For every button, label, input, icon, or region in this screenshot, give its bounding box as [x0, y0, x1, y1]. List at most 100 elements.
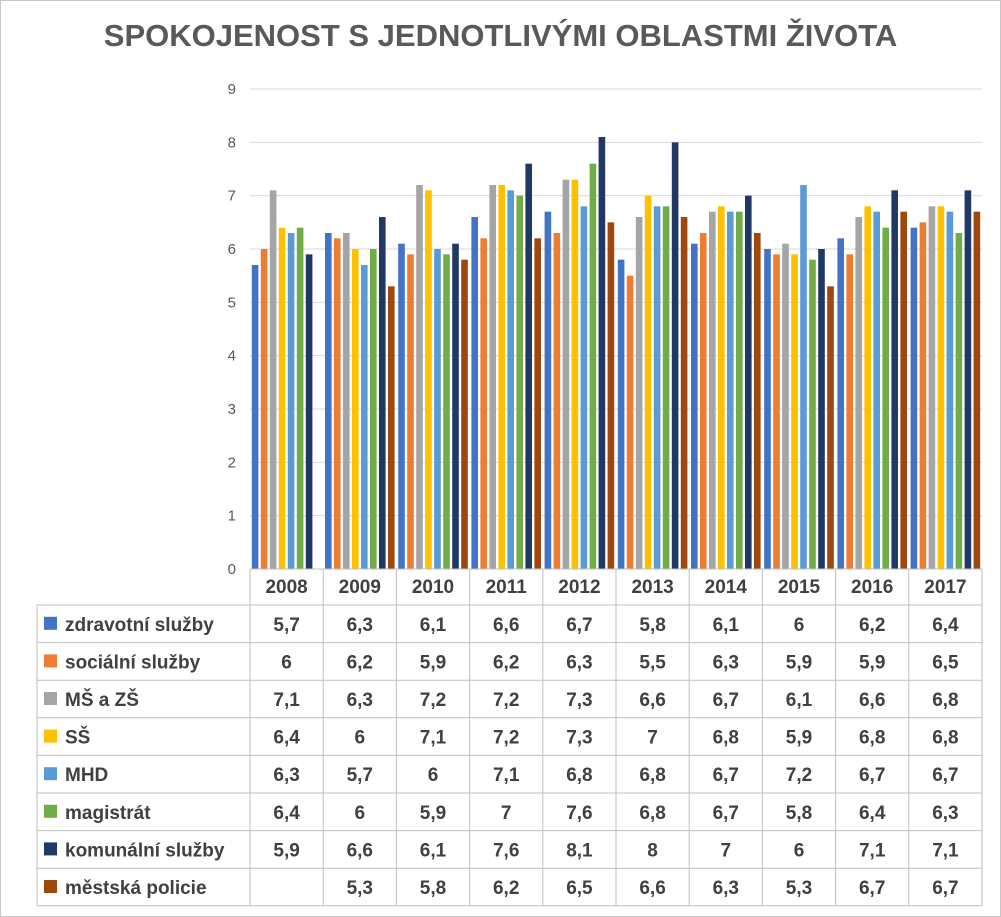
data-value: 7,1 [493, 765, 520, 786]
bar [644, 195, 652, 569]
data-value: 6,3 [713, 878, 739, 899]
legend-label: komunální služby [65, 840, 225, 861]
data-value: 5,9 [420, 803, 446, 824]
bar [571, 179, 579, 569]
data-value: 6,8 [713, 728, 739, 749]
bar [818, 249, 825, 569]
bar [791, 254, 798, 570]
data-value: 5,9 [859, 652, 885, 673]
bar [973, 211, 981, 569]
data-value: 6,7 [859, 765, 885, 786]
y-tick-label: 4 [228, 348, 236, 365]
x-tick-label: 2012 [558, 577, 600, 598]
bar [379, 217, 386, 569]
bar [937, 206, 945, 570]
bar [461, 259, 468, 569]
bar [662, 206, 670, 570]
bar [964, 190, 972, 570]
bar [407, 254, 414, 570]
bar [305, 254, 313, 570]
data-value: 6,4 [273, 803, 300, 824]
data-value: 6 [355, 728, 366, 749]
data-value: 6,8 [566, 765, 592, 786]
bar [764, 249, 771, 569]
bar [709, 211, 716, 569]
data-value: 8,1 [566, 840, 593, 861]
bar [882, 227, 889, 569]
data-value: 6,7 [932, 878, 958, 899]
bar [334, 238, 341, 570]
data-value: 6,8 [639, 765, 665, 786]
y-tick-label: 7 [228, 188, 236, 205]
bar [544, 211, 552, 569]
bar [671, 142, 679, 570]
data-value: 7,2 [493, 690, 519, 711]
data-value: 6,5 [932, 652, 959, 673]
x-tick-label: 2015 [778, 577, 821, 598]
bar [516, 195, 523, 569]
data-value: 6,7 [713, 765, 739, 786]
data-value: 6,8 [932, 690, 958, 711]
bar [855, 217, 862, 569]
y-tick-label: 2 [228, 454, 236, 471]
data-value: 6,3 [347, 690, 373, 711]
data-value: 7,6 [566, 803, 592, 824]
legend-label: MŠ a ZŠ [65, 689, 139, 711]
bar [534, 238, 541, 570]
bar [626, 275, 634, 569]
bar [525, 163, 532, 569]
data-value: 6,8 [859, 728, 885, 749]
legend-swatch [44, 616, 57, 630]
data-value: 6,6 [347, 840, 373, 861]
y-tick-label: 6 [228, 241, 236, 258]
data-value: 6,7 [859, 878, 885, 899]
x-tick-label: 2011 [486, 577, 528, 598]
data-value: 7,1 [420, 728, 447, 749]
data-value: 6 [794, 840, 805, 861]
legend-swatch [44, 692, 57, 705]
bar [278, 227, 286, 569]
legend-label: sociální služby [65, 652, 201, 673]
bar [809, 259, 816, 569]
data-value: 6,3 [347, 615, 373, 636]
y-tick-label: 9 [228, 81, 236, 98]
data-value: 6,1 [420, 840, 447, 861]
bar [489, 185, 496, 569]
bar [607, 222, 615, 570]
data-value: 6,1 [713, 615, 740, 636]
bar [700, 233, 707, 569]
bar [873, 211, 880, 569]
bar [846, 254, 853, 570]
bar [635, 217, 643, 569]
y-tick-label: 3 [228, 401, 236, 418]
data-value: 6 [794, 615, 805, 636]
data-value: 6,7 [713, 803, 739, 824]
bar [352, 249, 359, 569]
data-value: 5,9 [420, 652, 446, 673]
bar [955, 233, 963, 569]
x-tick-label: 2009 [339, 577, 381, 598]
x-tick-label: 2014 [705, 577, 748, 598]
bar [617, 259, 625, 569]
bar [251, 265, 259, 569]
bar [691, 243, 698, 569]
data-value: 7 [501, 803, 512, 824]
bar [680, 217, 688, 569]
data-value: 6,2 [493, 652, 519, 673]
bar [562, 179, 570, 569]
legend-swatch [44, 654, 57, 668]
bar [480, 238, 487, 570]
data-value: 6,3 [566, 652, 592, 673]
bar [361, 265, 368, 569]
data-value: 6,4 [859, 803, 886, 824]
data-value: 6,6 [639, 878, 665, 899]
bar [269, 190, 277, 570]
data-value: 7,6 [493, 840, 519, 861]
data-value: 6 [355, 803, 366, 824]
legend-label: SŠ [65, 727, 90, 749]
x-tick-label: 2017 [924, 577, 966, 598]
bar [910, 227, 918, 569]
data-value: 6,2 [859, 615, 885, 636]
data-value: 7,3 [566, 728, 592, 749]
